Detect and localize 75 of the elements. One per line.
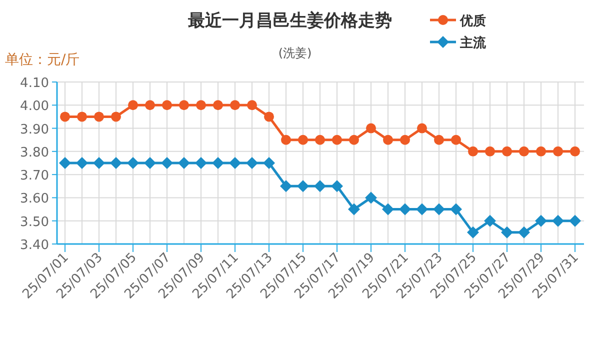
- chart-subtitle: (洗姜): [278, 46, 312, 60]
- point: [399, 203, 411, 216]
- point: [518, 226, 530, 238]
- point: [519, 146, 529, 156]
- point: [280, 180, 292, 192]
- point: [433, 203, 445, 216]
- point: [383, 134, 393, 145]
- point: [348, 203, 360, 216]
- point: [178, 157, 190, 169]
- y-axis-title: 单位：元/斤: [5, 52, 80, 68]
- point: [281, 134, 291, 145]
- point: [179, 100, 189, 110]
- point: [468, 146, 478, 156]
- point: [315, 134, 325, 145]
- point: [552, 214, 564, 227]
- point: [195, 157, 207, 169]
- point: [417, 123, 427, 134]
- point: [570, 146, 580, 156]
- point: [501, 226, 513, 238]
- point: [212, 157, 224, 169]
- legend-label: 主流: [459, 35, 487, 51]
- point: [314, 180, 326, 192]
- point: [332, 134, 342, 145]
- point: [365, 192, 377, 204]
- y-tick-label: 3.50: [20, 214, 49, 230]
- point: [400, 134, 410, 145]
- point: [382, 203, 394, 216]
- point: [76, 157, 88, 169]
- y-tick-label: 4.10: [20, 76, 49, 91]
- point: [569, 214, 581, 227]
- point: [59, 157, 71, 169]
- point: [230, 100, 240, 110]
- point: [247, 100, 257, 110]
- point: [162, 100, 172, 110]
- point: [536, 146, 546, 156]
- point: [467, 226, 479, 238]
- y-tick-label: 3.60: [20, 192, 49, 207]
- point: [145, 100, 155, 110]
- point: [144, 157, 156, 169]
- point: [366, 123, 376, 134]
- point: [434, 134, 444, 145]
- point: [263, 157, 275, 169]
- point: [502, 146, 512, 156]
- legend-label: 优质: [459, 13, 486, 29]
- point: [553, 146, 563, 156]
- point: [110, 157, 122, 169]
- y-tick-label: 3.70: [20, 168, 49, 184]
- point: [298, 134, 308, 145]
- y-tick-label: 3.80: [20, 145, 49, 160]
- point: [246, 157, 258, 169]
- point: [213, 100, 223, 110]
- point: [128, 100, 138, 110]
- y-tick-label: 3.40: [20, 238, 49, 253]
- point: [111, 112, 121, 122]
- point: [349, 134, 359, 145]
- point: [331, 180, 343, 192]
- y-tick-label: 4.00: [20, 99, 49, 114]
- point: [535, 214, 547, 227]
- point: [264, 112, 274, 122]
- point: [485, 146, 495, 156]
- point: [94, 112, 104, 122]
- point: [416, 203, 428, 216]
- point: [127, 157, 139, 169]
- point: [77, 112, 87, 122]
- point: [297, 180, 309, 192]
- point: [484, 214, 496, 227]
- point: [93, 157, 105, 169]
- y-tick-label: 3.90: [20, 122, 49, 138]
- point: [161, 157, 173, 169]
- point: [196, 100, 206, 110]
- point: [229, 157, 241, 169]
- point: [450, 203, 462, 216]
- point: [451, 134, 461, 145]
- point: [60, 112, 70, 122]
- chart-title: 最近一月昌邑生姜价格走势: [187, 10, 392, 31]
